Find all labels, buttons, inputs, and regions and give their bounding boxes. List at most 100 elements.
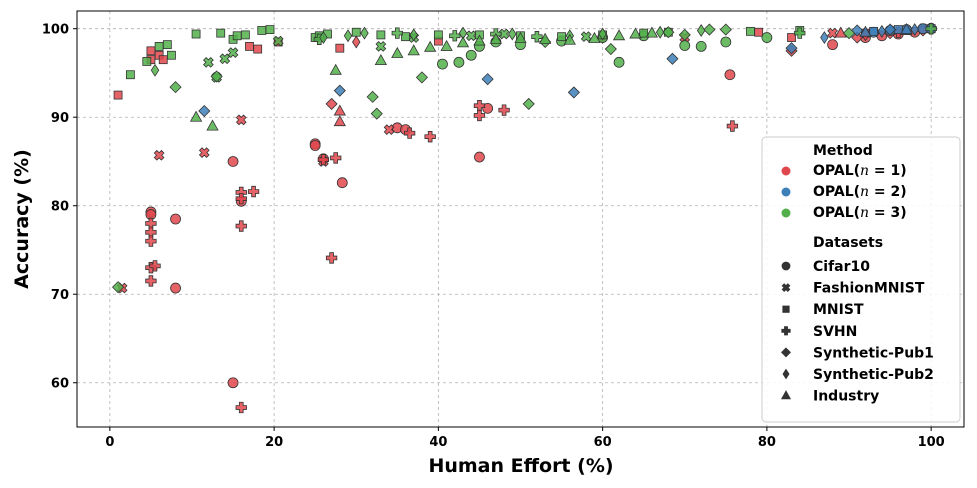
data-point bbox=[424, 40, 437, 52]
data-point bbox=[473, 34, 486, 46]
data-point bbox=[235, 220, 247, 232]
data-point bbox=[370, 107, 383, 120]
data-point bbox=[247, 185, 260, 198]
data-point bbox=[925, 23, 937, 35]
data-point bbox=[449, 30, 461, 42]
data-point bbox=[415, 71, 429, 84]
data-point bbox=[695, 41, 707, 52]
data-point bbox=[376, 30, 386, 40]
data-point bbox=[900, 23, 913, 35]
data-point bbox=[343, 29, 353, 43]
legend-marker-circle-icon bbox=[781, 261, 791, 271]
legend-dataset-fashionmnist: FashionMNIST bbox=[781, 281, 925, 297]
x-tick-label: 100 bbox=[918, 435, 945, 450]
data-point bbox=[629, 27, 642, 39]
data-point bbox=[724, 69, 736, 81]
legend-item-n1: OPAL(n = 1) bbox=[781, 163, 907, 179]
legend-marker-plus-icon bbox=[781, 326, 791, 336]
data-point bbox=[787, 33, 796, 42]
legend-dataset-label: Synthetic-Pub2 bbox=[813, 367, 934, 383]
data-point bbox=[720, 36, 732, 48]
x-tick-label: 20 bbox=[265, 435, 283, 450]
legend-marker-triangle-icon bbox=[780, 390, 792, 400]
data-point bbox=[235, 401, 247, 414]
legend-dataset-cifar10: Cifar10 bbox=[781, 259, 870, 275]
data-point bbox=[227, 47, 239, 58]
legend-dataset-synthetic-pub1: Synthetic-Pub1 bbox=[781, 345, 934, 361]
data-point bbox=[794, 27, 806, 39]
legend-dataset-industry: Industry bbox=[780, 389, 879, 405]
data-point bbox=[834, 26, 847, 38]
data-point bbox=[678, 28, 691, 41]
data-point bbox=[666, 52, 679, 65]
data-point bbox=[437, 58, 448, 70]
data-point bbox=[203, 56, 214, 68]
legend-dataset-svhn: SVHN bbox=[781, 324, 857, 340]
data-point bbox=[645, 26, 659, 38]
data-point bbox=[662, 26, 675, 39]
data-point bbox=[514, 31, 527, 43]
legend-dataset-label: FashionMNIST bbox=[813, 281, 925, 297]
plot-frame bbox=[76, 10, 965, 428]
legend-method-label: OPAL(n = 3) bbox=[813, 205, 907, 221]
legend-method-label: OPAL(n = 1) bbox=[813, 163, 907, 179]
data-point bbox=[391, 46, 404, 58]
legend-marker-diamond-icon bbox=[781, 347, 791, 358]
data-point bbox=[859, 25, 872, 37]
data-point bbox=[563, 33, 576, 45]
legend-method-title: Method bbox=[813, 143, 873, 159]
data-point bbox=[169, 81, 182, 94]
data-point bbox=[604, 42, 617, 56]
legend-dataset-label: Industry bbox=[813, 389, 879, 405]
data-point bbox=[198, 104, 211, 118]
data-point bbox=[613, 56, 625, 68]
data-point bbox=[189, 110, 203, 122]
data-point bbox=[655, 25, 665, 39]
data-point bbox=[598, 27, 607, 41]
x-axis-title: Human Effort (%) bbox=[428, 455, 613, 477]
y-axis-title: Accuracy (%) bbox=[11, 149, 33, 289]
legend-marker-square-icon bbox=[782, 305, 790, 313]
data-points bbox=[111, 22, 937, 414]
data-point bbox=[142, 57, 152, 66]
data-point bbox=[754, 27, 764, 37]
legend-dataset-label: Synthetic-Pub1 bbox=[813, 345, 934, 361]
data-point bbox=[409, 28, 418, 42]
x-tick-label: 80 bbox=[758, 435, 776, 450]
data-point bbox=[272, 35, 284, 47]
data-point bbox=[567, 86, 580, 99]
data-point bbox=[330, 152, 342, 164]
legend: Method OPAL(n = 1) OPAL(n = 2) OPAL(n = 3)… bbox=[761, 136, 961, 423]
legend-dataset-label: MNIST bbox=[813, 302, 864, 318]
data-point bbox=[588, 31, 601, 43]
data-point bbox=[639, 28, 649, 38]
data-point bbox=[719, 23, 732, 36]
data-point bbox=[191, 29, 201, 39]
legend-frame bbox=[761, 136, 961, 423]
data-point bbox=[580, 31, 592, 43]
y-tick-label: 100 bbox=[42, 23, 69, 38]
legend-swatch bbox=[781, 208, 791, 218]
data-point bbox=[482, 102, 494, 114]
data-point bbox=[465, 49, 477, 61]
data-point bbox=[433, 30, 443, 40]
data-point bbox=[481, 73, 494, 86]
data-point bbox=[453, 56, 465, 68]
data-point bbox=[910, 23, 919, 37]
data-point bbox=[153, 149, 165, 161]
legend-dataset-label: Cifar10 bbox=[813, 259, 870, 275]
data-point bbox=[325, 97, 338, 111]
data-point bbox=[317, 154, 330, 166]
data-point bbox=[325, 252, 338, 264]
data-point bbox=[352, 35, 361, 49]
data-point bbox=[557, 32, 566, 42]
data-point bbox=[245, 42, 254, 51]
y-tick-label: 80 bbox=[51, 200, 69, 215]
data-point bbox=[440, 39, 453, 51]
x-tick-label: 60 bbox=[594, 435, 612, 450]
data-point bbox=[827, 39, 838, 51]
legend-dataset-mnist: MNIST bbox=[782, 302, 864, 318]
data-point bbox=[150, 63, 160, 77]
data-point bbox=[366, 90, 379, 103]
data-point bbox=[531, 31, 543, 43]
